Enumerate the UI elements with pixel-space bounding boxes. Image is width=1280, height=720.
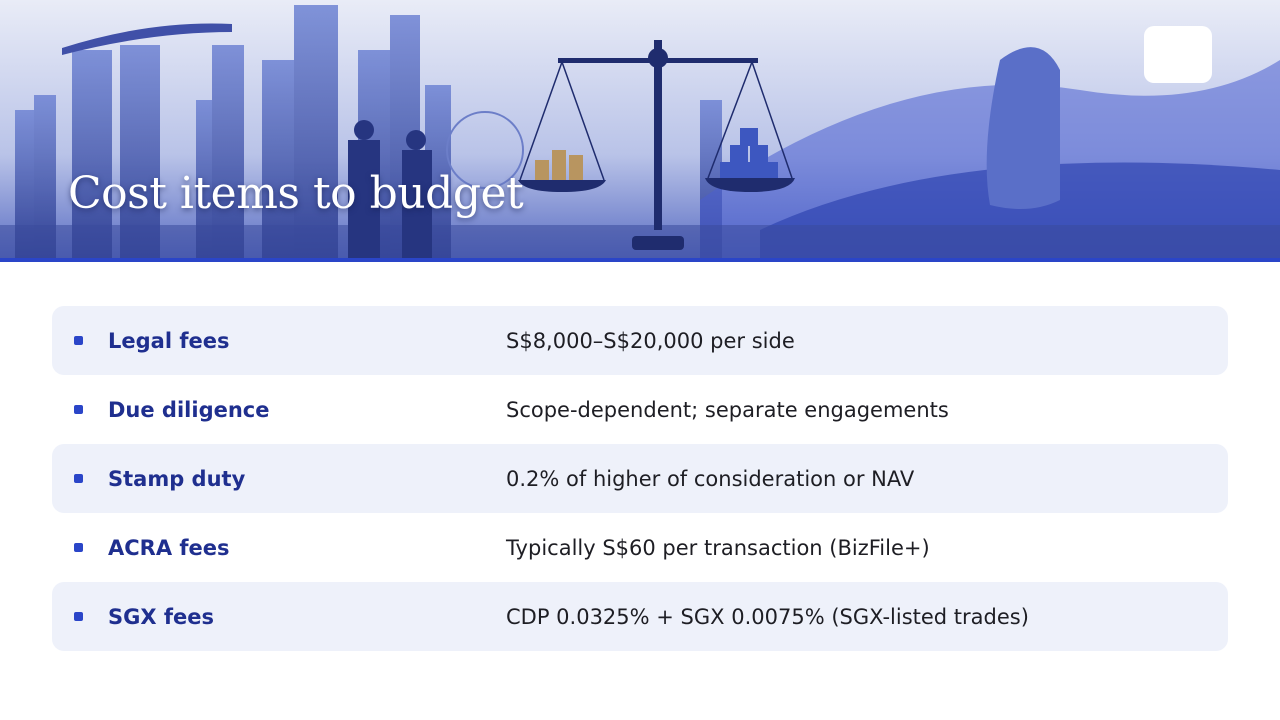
cost-label: Stamp duty: [108, 466, 246, 491]
cost-label: SGX fees: [108, 604, 214, 629]
cost-label: Due diligence: [108, 397, 270, 422]
cost-value: Scope-dependent; separate engagements: [506, 397, 949, 422]
cost-row: Due diligence Scope-dependent; separate e…: [52, 375, 1228, 444]
cost-value: Typically S$60 per transaction (BizFile+…: [506, 535, 930, 560]
bullet: [74, 336, 83, 345]
bullet: [74, 543, 83, 552]
cost-value: 0.2% of higher of consideration or NAV: [506, 466, 915, 491]
bullet: [74, 474, 83, 483]
cost-row: Legal fees S$8,000–S$20,000 per side: [52, 306, 1228, 375]
cost-value: S$8,000–S$20,000 per side: [506, 328, 795, 353]
cost-value: CDP 0.0325% + SGX 0.0075% (SGX-listed tr…: [506, 604, 1029, 629]
cost-row: Stamp duty 0.2% of higher of consideratio…: [52, 444, 1228, 513]
cost-label: ACRA fees: [108, 535, 230, 560]
cost-list: Legal fees S$8,000–S$20,000 per side Due d…: [52, 306, 1228, 651]
banner-illustration: [0, 0, 1280, 262]
cost-label: Legal fees: [108, 328, 230, 353]
logo: [1144, 26, 1212, 83]
bullet: [74, 612, 83, 621]
cost-row: SGX fees CDP 0.0325% + SGX 0.0075% (SGX-l…: [52, 582, 1228, 651]
bullet: [74, 405, 83, 414]
cost-row: ACRA fees Typically S$60 per transaction …: [52, 513, 1228, 582]
slide-title: Cost items to budget: [68, 168, 524, 219]
